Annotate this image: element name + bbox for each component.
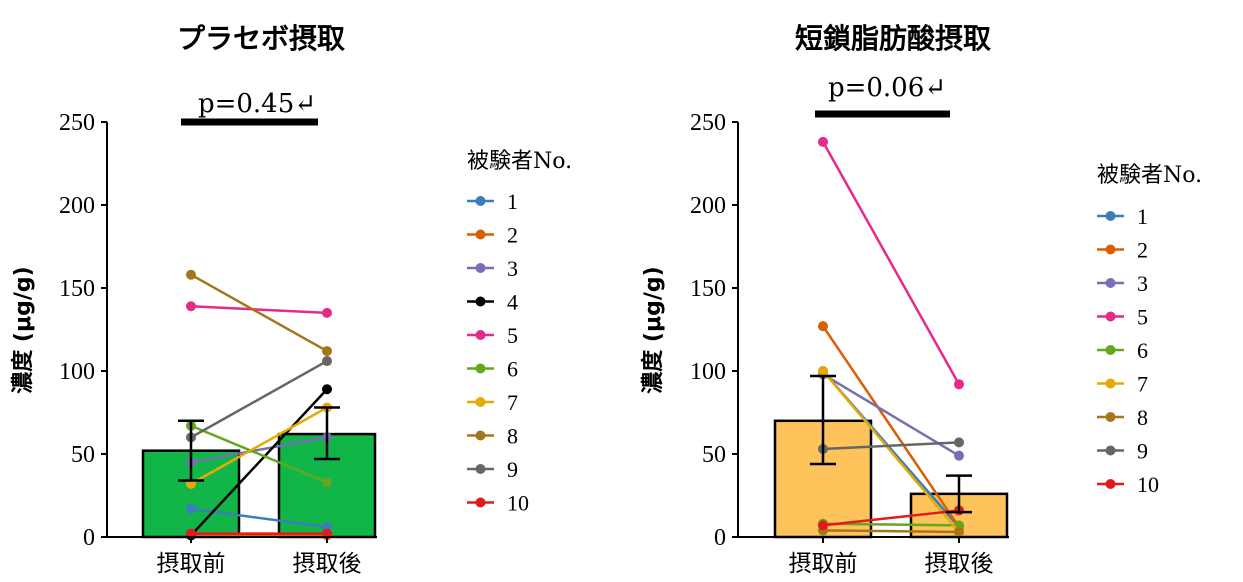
legend-label: 9 (507, 457, 518, 482)
series-line-5 (190, 305, 328, 315)
legend-swatch-dot (475, 430, 486, 441)
y-tick-label: 200 (690, 193, 726, 219)
legend-swatch-dot (1105, 479, 1116, 489)
legend-label: 9 (1137, 439, 1148, 464)
legend-swatch-dot (475, 229, 486, 240)
legend-label: 8 (507, 424, 518, 449)
legend-swatch-dot (475, 196, 486, 206)
legend-title: 被験者No. (1097, 163, 1202, 188)
data-point-5-pre (818, 136, 828, 147)
y-tick-label: 0 (83, 525, 95, 551)
data-point-5-pre (186, 301, 196, 312)
data-point-1-pre (186, 503, 196, 514)
legend-label: 8 (1137, 405, 1148, 430)
y-tick-label: 50 (702, 442, 726, 468)
data-point-7-pre (818, 366, 828, 376)
series-line-7 (822, 370, 960, 533)
y-tick-label: 50 (71, 442, 95, 468)
y-tick-label: 100 (59, 359, 95, 385)
legend-label: 1 (507, 189, 518, 214)
legend-label: 7 (507, 390, 518, 415)
series-line-4 (190, 388, 328, 537)
y-tick-label: 0 (714, 525, 726, 551)
legend-label: 5 (1137, 305, 1148, 330)
data-point-8-post (954, 527, 964, 538)
y-tick-label: 100 (690, 359, 726, 385)
series-line-10 (822, 509, 960, 527)
x-tick-label: 摂取後 (925, 551, 994, 577)
legend-swatch-dot (1105, 211, 1116, 221)
legend-label: 5 (507, 323, 518, 348)
y-tick-label: 250 (690, 110, 726, 136)
legend-swatch-dot (1105, 412, 1116, 422)
series-line-9 (822, 441, 960, 451)
series-line-8 (822, 529, 960, 534)
legend-swatch-dot (1105, 445, 1116, 456)
legend-label: 6 (1137, 338, 1148, 363)
data-point-6-post (322, 477, 332, 488)
legend-swatch-dot (1105, 311, 1116, 322)
y-tick-label: 150 (690, 276, 726, 302)
y-tick-label: 250 (59, 110, 95, 136)
series-line-8 (190, 273, 328, 353)
data-point-4-post (322, 384, 332, 395)
legend-title: 被験者No. (467, 149, 572, 174)
chart-title: 短鎖脂肪酸摂取 (795, 22, 991, 55)
data-point-5-post (322, 307, 332, 318)
data-point-2-pre (818, 321, 828, 332)
legend-label: 2 (1137, 238, 1148, 263)
y-tick-label: 200 (59, 193, 95, 219)
y-axis-label: 濃度 (μg/g) (640, 266, 666, 394)
data-point-8-post (322, 346, 332, 357)
data-point-8-pre (186, 269, 196, 280)
legend-label: 2 (507, 223, 518, 248)
x-tick-label: 摂取前 (789, 551, 858, 577)
y-axis-label: 濃度 (μg/g) (10, 266, 36, 394)
legend-label: 3 (507, 256, 518, 281)
legend-swatch-dot (475, 296, 486, 307)
p-value-label: p=0.06↵ (828, 73, 946, 103)
series-line-6 (190, 424, 328, 484)
legend-label: 3 (1137, 271, 1148, 296)
data-point-9-post (322, 356, 332, 367)
series-line-3 (190, 436, 328, 464)
data-point-10-pre (818, 520, 828, 531)
series-line-7 (190, 406, 328, 485)
p-value-label: p=0.45↵ (198, 89, 316, 119)
chart-title: プラセボ摂取 (177, 22, 345, 55)
legend-label: 7 (1137, 372, 1148, 397)
x-tick-label: 摂取後 (293, 551, 362, 577)
legend-label: 6 (507, 357, 518, 382)
series-line-3 (822, 373, 960, 457)
x-tick-label: 摂取前 (157, 551, 226, 577)
legend-swatch-dot (475, 263, 486, 273)
legend-swatch-dot (1105, 345, 1116, 355)
legend-swatch-dot (1105, 278, 1116, 288)
series-line-2 (821, 325, 961, 528)
legend-label: 1 (1137, 204, 1148, 229)
legend-swatch-dot (475, 497, 486, 508)
legend-swatch-dot (475, 464, 486, 474)
data-point-9-post (954, 437, 964, 448)
legend-swatch-dot (1105, 378, 1116, 389)
legend-label: 10 (1137, 472, 1159, 497)
series-line-5 (821, 141, 961, 385)
legend-swatch-dot (475, 363, 486, 374)
legend-label: 4 (507, 290, 518, 315)
data-point-5-post (954, 379, 964, 390)
series-line-9 (190, 359, 328, 439)
data-point-3-post (954, 450, 964, 461)
legend-swatch-dot (475, 330, 486, 340)
legend-swatch-dot (475, 397, 486, 407)
legend-label: 10 (507, 491, 529, 516)
legend-swatch-dot (1105, 244, 1116, 255)
y-tick-label: 150 (59, 276, 95, 302)
